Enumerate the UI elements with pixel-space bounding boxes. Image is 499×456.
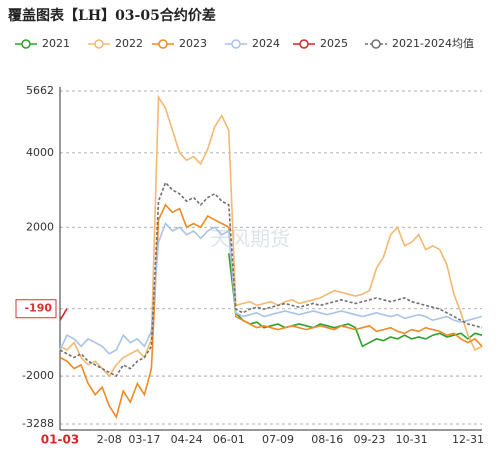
legend-label: 2022 xyxy=(115,37,143,50)
y-tick-label: -3288 xyxy=(22,417,54,430)
y-tick-label: 4000 xyxy=(26,146,54,159)
watermark: 天风期货 xyxy=(210,227,290,251)
series-line xyxy=(59,94,483,378)
y-tick-label: -2000 xyxy=(22,369,54,382)
legend-label: 2021-2024均值 xyxy=(392,37,474,50)
series-line xyxy=(59,181,483,378)
reference-box xyxy=(15,299,57,319)
legend-label: 2023 xyxy=(179,37,207,50)
reference-label: -190 xyxy=(24,302,52,315)
series-line xyxy=(228,253,483,348)
x-tick-label: 10-31 xyxy=(396,433,428,446)
legend-marker xyxy=(158,39,168,49)
x-tick-label: 03-17 xyxy=(128,433,160,446)
legend-marker xyxy=(231,39,241,49)
x-tick-label: 12-31 xyxy=(452,433,484,446)
y-tick-label: 5662 xyxy=(26,84,54,97)
x-tick-label: 06-01 xyxy=(213,433,245,446)
series-line xyxy=(59,308,68,321)
chart-title: 覆盖图表【LH】03-05合约价差 xyxy=(8,7,216,24)
x-tick-label: 07-09 xyxy=(262,433,294,446)
x-tick-label: 08-16 xyxy=(311,433,343,446)
x-tick-label: 2-08 xyxy=(97,433,122,446)
x-tick-label: 01-03 xyxy=(41,433,79,447)
legend-marker xyxy=(371,39,381,49)
y-tick-label: 2000 xyxy=(26,220,54,233)
legend-label: 2024 xyxy=(252,37,280,50)
legend-label: 2021 xyxy=(42,37,70,50)
x-tick-label: 04-24 xyxy=(171,433,203,446)
x-tick-label: 09-23 xyxy=(353,433,385,446)
legend-label: 2025 xyxy=(320,37,348,50)
series-line xyxy=(59,222,483,355)
legend-marker xyxy=(94,39,104,49)
legend-marker xyxy=(21,39,31,49)
legend-marker xyxy=(299,39,309,49)
series-line xyxy=(59,203,483,419)
